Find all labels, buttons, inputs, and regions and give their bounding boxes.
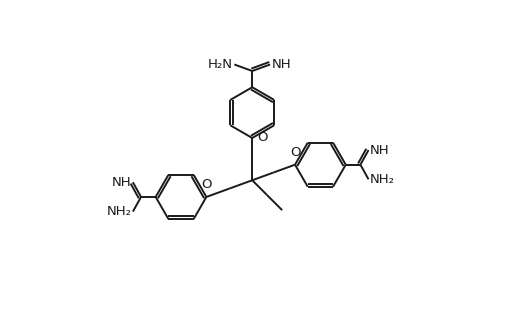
Text: O: O — [201, 178, 212, 191]
Text: O: O — [290, 146, 300, 159]
Text: NH: NH — [271, 58, 291, 71]
Text: H₂N: H₂N — [208, 58, 233, 71]
Text: NH: NH — [370, 144, 389, 156]
Text: NH₂: NH₂ — [106, 205, 132, 218]
Text: NH: NH — [112, 176, 132, 189]
Text: NH₂: NH₂ — [370, 173, 395, 186]
Text: O: O — [257, 132, 268, 144]
